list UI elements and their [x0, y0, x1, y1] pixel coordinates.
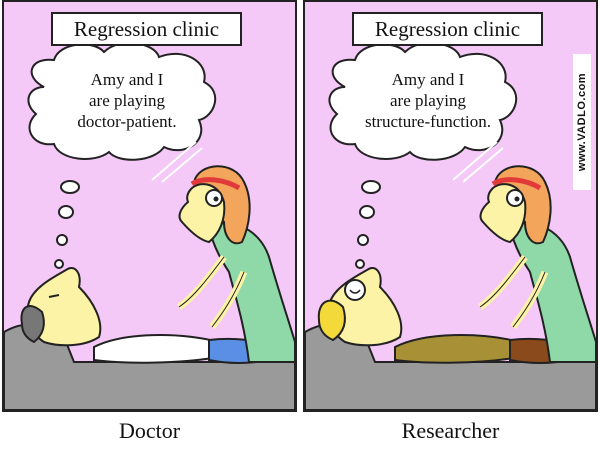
patient-hair	[317, 299, 346, 342]
panel-title: Regression clinic	[51, 12, 242, 46]
thought-dot-4	[355, 259, 365, 269]
thought-dot-2	[58, 205, 74, 219]
thought-line: structure-function.	[364, 112, 492, 131]
nurse-headband	[491, 177, 542, 191]
thought-text: Amy and I are playing doctor-patient.	[42, 69, 212, 132]
thought-dot-1	[361, 180, 381, 194]
nurse-arm-left	[477, 254, 528, 310]
thought-text: Amy and I are playing structure-function…	[343, 69, 513, 132]
nurse-headband	[190, 177, 241, 191]
thought-line: are playing	[390, 91, 466, 110]
panel-left: Regression clinic Amy and I are playing …	[2, 0, 297, 412]
comic-scene-left	[4, 41, 295, 410]
comic-scene-right	[305, 41, 596, 410]
panel-title: Regression clinic	[352, 12, 543, 46]
panel-right: Regression clinic Amy and I are playing …	[303, 0, 598, 412]
head-mirror	[344, 279, 366, 301]
thought-dot-1	[60, 180, 80, 194]
caption-left: Doctor	[118, 418, 181, 443]
thought-line: Amy and I	[90, 70, 164, 89]
patient-shirt	[394, 334, 521, 364]
nurse-body	[508, 222, 596, 363]
thought-line: Amy and I	[391, 70, 465, 89]
watermark: www.VADLO.com	[573, 54, 591, 190]
nurse-body	[207, 222, 295, 363]
thought-line: are playing	[89, 91, 165, 110]
thought-dot-2	[359, 205, 375, 219]
thought-line: doctor-patient.	[77, 112, 177, 131]
patient-head	[26, 267, 102, 347]
patient-hair	[20, 305, 45, 344]
nurse-arm-left	[176, 254, 227, 310]
patient-shirt	[93, 334, 220, 364]
thought-dot-3	[56, 234, 68, 246]
thought-dot-4	[54, 259, 64, 269]
watermark-text: www.VADLO.com	[576, 72, 588, 172]
thought-dot-3	[357, 234, 369, 246]
caption-right: Researcher	[401, 418, 500, 443]
